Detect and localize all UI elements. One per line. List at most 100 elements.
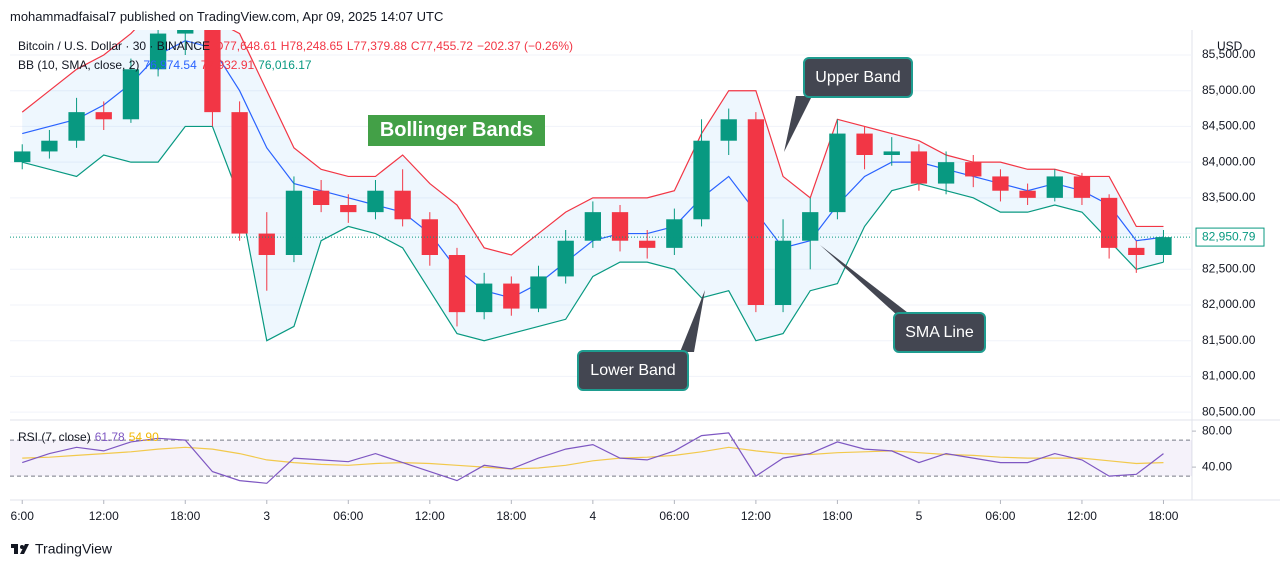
- candle-body: [1073, 176, 1091, 198]
- ohlc: L77,379.88: [346, 39, 407, 53]
- candle-body: [1155, 237, 1172, 255]
- footer-brand: TradingView: [35, 541, 113, 557]
- rsi-value: 61.78: [94, 430, 125, 444]
- y-tick-label: 85,000.00: [1202, 83, 1256, 97]
- candle-body: [530, 276, 547, 309]
- candle-body: [204, 30, 221, 113]
- candle-body: [1100, 197, 1118, 248]
- x-tick-label: 12:00: [1067, 509, 1097, 523]
- callout-text: Lower Band: [590, 361, 676, 379]
- y-tick-label: 82,500.00: [1202, 261, 1256, 275]
- price-pane: [10, 30, 1192, 413]
- y-tick-label: 80,500.00: [1202, 404, 1256, 418]
- candle-body: [802, 212, 819, 241]
- candle-body: [584, 212, 601, 241]
- candle-body: [312, 190, 330, 205]
- band-fill: [22, 30, 1164, 341]
- candle-body: [285, 190, 303, 255]
- line: [22, 432, 1164, 484]
- x-tick-label: 18:00: [496, 509, 526, 523]
- candle-body: [448, 255, 466, 313]
- title-badge: Bollinger Bands: [368, 115, 545, 146]
- candle-body: [910, 151, 928, 184]
- symbol: Bitcoin / U.S. Dollar · 30 · BINANCE: [18, 39, 211, 53]
- candle-body: [883, 151, 900, 155]
- title: Bollinger Bands: [379, 119, 534, 141]
- rsi-zone: [10, 440, 1192, 477]
- candle-body: [856, 133, 873, 155]
- x-tick-label: 18:00: [170, 509, 200, 523]
- ohlc: C77,455.72: [410, 39, 473, 53]
- currency: USD: [1217, 39, 1243, 53]
- line: [22, 446, 1164, 470]
- candle-body: [992, 176, 1009, 191]
- last-price-label: 82,950.79: [1202, 229, 1256, 243]
- bb-value: 76,016.17: [258, 58, 312, 72]
- ohlc: O77,648.61: [214, 39, 277, 53]
- candle-body: [829, 133, 846, 213]
- candle-body: [774, 240, 792, 305]
- candle-body: [149, 33, 167, 70]
- callout-text: SMA Line: [905, 323, 974, 341]
- candle-body: [557, 240, 574, 277]
- candle-body: [965, 162, 982, 177]
- y-tick-label: 83,500.00: [1202, 190, 1256, 204]
- candle-body: [14, 151, 31, 163]
- candle-body: [68, 112, 85, 141]
- rsi-label: RSI (7, close): [18, 430, 91, 444]
- candle-body: [258, 233, 275, 255]
- candle-body: [421, 219, 438, 255]
- x-tick-label: 06:00: [985, 509, 1015, 523]
- y-tick-label: 82,000.00: [1202, 297, 1256, 311]
- candle-body: [747, 119, 765, 306]
- pointer: [680, 290, 705, 352]
- bb-value: 76,974.54: [143, 58, 197, 72]
- candle-body: [639, 240, 656, 248]
- x-tick-label: 06:00: [659, 509, 689, 523]
- pointer: [820, 245, 912, 316]
- last-price-box: [1195, 227, 1265, 247]
- candle-body: [720, 119, 737, 141]
- credit: mohammadfaisal7 published on TradingView…: [10, 9, 443, 24]
- pointer: [784, 96, 812, 152]
- candle-body: [1019, 190, 1036, 198]
- x-tick-label: 12:00: [89, 509, 119, 523]
- rsi-pane: [10, 432, 1192, 484]
- callout: Lower Band: [577, 350, 689, 391]
- rsi-tick-label: 40.00: [1202, 459, 1232, 473]
- candle-body: [476, 283, 493, 313]
- candle-body: [367, 190, 384, 213]
- candle-body: [394, 190, 411, 220]
- candle-body: [41, 140, 58, 152]
- logo: [11, 544, 29, 554]
- rsi-value: 54.90: [128, 430, 159, 444]
- candle-body: [95, 112, 112, 120]
- candle-body: [231, 112, 248, 234]
- candle-body: [177, 30, 194, 34]
- y-tick-label: 85,500.00: [1202, 47, 1256, 61]
- candle-body: [1128, 247, 1145, 255]
- x-tick-label: 06:00: [333, 509, 363, 523]
- candle-body: [122, 69, 140, 120]
- credit-text: mohammadfaisal7 published on TradingView…: [10, 9, 444, 24]
- candle-body: [693, 140, 710, 220]
- rsi-legend: RSI (7, close) 61.78 54.90: [18, 430, 159, 444]
- candle-body: [1046, 176, 1063, 198]
- callout: SMA Line: [893, 312, 986, 353]
- change: −202.37 (−0.26%): [476, 39, 574, 53]
- x-tick-label: 18:00: [1148, 509, 1178, 523]
- candle-body: [503, 283, 520, 309]
- bb-legend: BB (10, SMA, close, 2) 76,974.54 77,932.…: [18, 58, 312, 72]
- y-tick-label: 81,000.00: [1202, 369, 1256, 383]
- ohlc: H78,248.65: [280, 39, 343, 53]
- x-tick-label: 12:00: [415, 509, 445, 523]
- x-tick-label: 18:00: [822, 509, 852, 523]
- y-tick-label: 84,500.00: [1202, 119, 1256, 133]
- x-tick-label: 5: [916, 509, 923, 523]
- candle-body: [937, 162, 955, 184]
- axes: 80,500.00 81,000.00 81,500.00 82,000.00 82,5…: [11, 47, 1265, 523]
- x-tick-label: 12:00: [741, 509, 771, 523]
- symbol-legend: Bitcoin / U.S. Dollar · 30 · BINANCE O77…: [18, 39, 573, 53]
